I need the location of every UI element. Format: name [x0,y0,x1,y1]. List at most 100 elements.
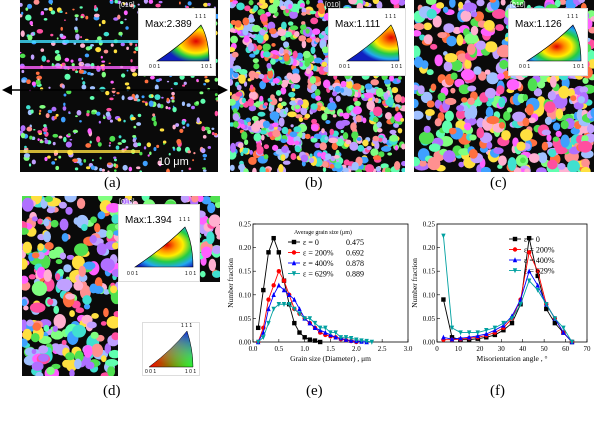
grain [255,101,261,108]
ipf-inset-a: Max:2.389 1 1 1 0 0 1 1 0 1 [138,8,216,76]
grain [53,314,66,329]
grain [122,2,126,5]
grain [186,123,190,127]
grain [458,1,464,9]
grain [38,345,49,354]
grain [263,33,269,41]
grain [251,122,261,132]
grain [171,91,175,96]
grain [75,115,78,118]
grain [498,97,506,108]
grain [47,109,53,114]
data-point [307,337,313,342]
grain [281,126,289,135]
y-tick-label: 0.10 [239,291,252,299]
data-point [364,338,369,344]
grain [310,17,319,25]
ipf-corner-101-a: 1 0 1 [201,64,213,70]
grain [54,158,57,161]
grain [80,43,86,48]
grain [567,160,580,172]
grain [127,96,134,101]
grain [39,105,46,109]
grain [113,94,115,97]
grain [541,141,549,151]
grain [486,141,493,150]
data-point [286,302,292,307]
grain [389,75,395,82]
grain [294,140,300,145]
grain [20,125,26,132]
grain [568,88,575,98]
grain [172,146,175,149]
grain [275,89,282,96]
grain [142,160,148,167]
panel-label-c: (c) [490,175,507,191]
legend-label: ε = 400% [303,259,334,268]
grain [54,50,60,54]
grain [66,254,75,260]
grain [290,97,296,101]
grain [263,144,270,150]
grain [107,162,112,166]
grain [211,127,215,131]
tensile-direction-arrow [2,85,228,95]
grain [302,50,311,59]
grain [390,116,395,124]
grain-size-chart: 0.0 0.5 1.0 1.5 2.0 2.5 3.0 0.00 0.05 0.10 0.15 0.2… [226,221,413,364]
data-point [291,260,297,266]
grain [259,13,268,22]
grain [309,76,317,84]
grain [361,94,365,99]
grain [252,167,257,172]
panel-label-b: (b) [305,175,323,191]
grain [241,97,247,104]
y-tick-label: 0.15 [423,268,436,276]
grain [172,105,175,108]
grain [269,28,277,35]
grain [136,122,142,126]
grain [267,131,273,137]
grain [294,31,300,38]
grain [288,3,293,10]
grain [117,142,122,145]
grain [61,62,66,67]
grain-band [20,40,140,43]
grain [290,153,297,161]
grain [547,90,557,101]
y-tick-label: 0.20 [423,244,436,252]
grain [352,105,363,115]
grain [113,158,117,162]
grain [113,49,118,54]
legend-entry: ε = 0 0.475 [288,238,364,247]
ipf-corner-101-c: 1 0 1 [573,64,585,70]
grain [290,73,301,84]
grain [238,73,246,84]
grain [277,28,286,37]
grain [204,78,210,83]
grain [207,145,212,149]
grain [546,134,552,142]
grain [90,331,99,339]
grain [244,5,251,12]
grain [272,77,280,84]
grain [372,155,382,161]
series-line [443,270,573,343]
grain [470,25,479,36]
grain [59,33,64,38]
grain [318,65,326,75]
data-point [526,268,532,274]
grain [150,75,155,80]
grain [32,322,42,331]
grain [234,20,242,28]
grain [132,72,138,77]
grain [442,150,456,163]
grain [471,11,478,18]
grain [272,0,280,8]
grain [520,129,533,141]
grain [109,142,112,145]
grain [548,148,557,158]
grain [555,108,564,120]
grain [425,109,435,117]
grain [73,132,76,135]
